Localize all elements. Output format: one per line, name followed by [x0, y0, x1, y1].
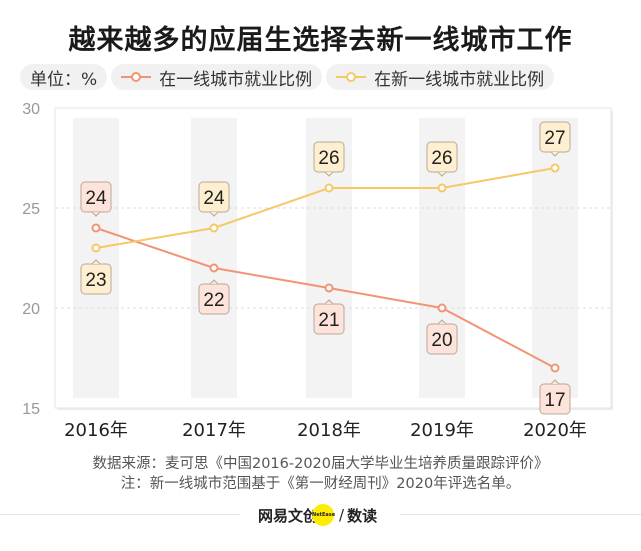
line-chart: 15 20 25 30 2016年 2017年 2018年 2019年 2020年 24 22 21 2…	[22, 101, 613, 441]
legend: 单位：% 在一线城市就业比例 在新一线城市就业比例	[20, 64, 555, 90]
data-label: 24	[85, 188, 107, 209]
data-point	[324, 283, 334, 293]
data-point	[209, 263, 219, 273]
data-label: 22	[203, 290, 224, 311]
data-point	[437, 183, 447, 193]
orange-line-marker-icon	[121, 71, 152, 83]
data-label: 26	[431, 148, 452, 169]
x-tick-label: 2017年	[182, 420, 246, 441]
data-label-pointer	[91, 259, 101, 265]
data-label-pointer	[437, 171, 447, 177]
column-band	[73, 118, 119, 398]
data-label-pointer	[550, 379, 560, 385]
data-point	[324, 183, 334, 193]
y-tick-label: 30	[22, 101, 40, 118]
x-tick-label: 2018年	[297, 420, 361, 441]
x-tick-label: 2020年	[523, 420, 587, 441]
footer: 网易文创 NetEase / 数读	[0, 502, 641, 526]
legend-label: 在一线城市就业比例	[159, 69, 313, 90]
data-point	[550, 163, 560, 173]
data-point	[91, 223, 101, 233]
y-tick-label: 20	[22, 301, 40, 318]
data-label: 20	[431, 330, 452, 351]
column-band	[532, 118, 578, 398]
legend-label: 在新一线城市就业比例	[374, 69, 545, 90]
legend-item-new-tier1: 在新一线城市就业比例	[326, 64, 555, 90]
data-label-pointer	[437, 319, 447, 325]
data-label: 26	[318, 148, 339, 169]
data-label-pointer	[209, 279, 219, 285]
netease-logo: 网易文创 NetEase / 数读	[258, 504, 378, 526]
data-label: 27	[544, 128, 565, 149]
data-label: 17	[544, 390, 565, 411]
legend-item-tier1: 在一线城市就业比例	[111, 64, 323, 90]
data-label-pointer	[91, 211, 101, 217]
y-tick-label: 15	[22, 401, 40, 418]
chart-title: 越来越多的应届生选择去新一线城市工作	[68, 25, 573, 56]
footnote: 注：新一线城市范围基于《第一财经周刊》2020年评选名单。	[120, 476, 521, 492]
data-label: 23	[85, 270, 106, 291]
source-note: 数据来源：麦可思《中国2016-2020届大学毕业生培养质量跟踪评价》	[92, 456, 549, 472]
data-label-pointer	[550, 151, 560, 157]
x-tick-label: 2016年	[64, 420, 128, 441]
column-band	[191, 118, 237, 398]
data-label-pointer	[324, 299, 334, 305]
data-label-pointer	[324, 171, 334, 177]
data-point	[91, 243, 101, 253]
y-tick-label: 25	[22, 201, 40, 218]
data-label: 24	[203, 188, 225, 209]
data-label: 21	[318, 310, 339, 331]
data-point	[209, 223, 219, 233]
data-label-pointer	[209, 211, 219, 217]
unit-label: 单位：%	[20, 64, 108, 90]
data-point	[550, 363, 560, 373]
data-point	[437, 303, 447, 313]
yellow-line-marker-icon	[336, 71, 367, 83]
x-tick-label: 2019年	[410, 420, 474, 441]
